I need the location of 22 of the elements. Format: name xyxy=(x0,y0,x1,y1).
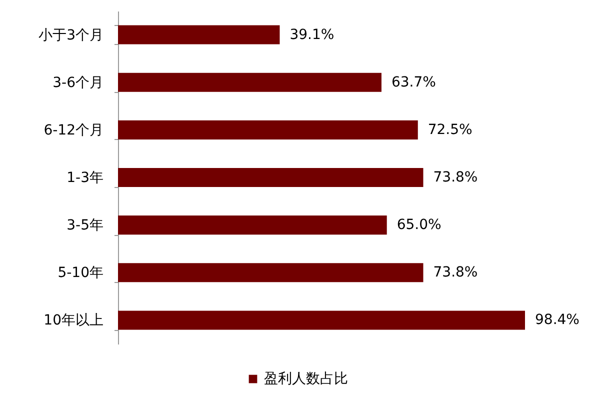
y-tick-label: 6-12个月 xyxy=(44,122,104,138)
bar xyxy=(118,25,280,44)
y-tick-label: 3-5年 xyxy=(66,218,104,234)
data-label: 63.7% xyxy=(391,74,436,90)
data-label: 39.1% xyxy=(290,26,334,43)
y-tick-label: 3-6个月 xyxy=(52,74,104,91)
bar xyxy=(118,263,424,282)
data-label: 98.4% xyxy=(535,312,580,328)
data-label: 73.8% xyxy=(433,170,478,186)
bar xyxy=(118,216,387,235)
y-tick-label: 小于3个月 xyxy=(38,27,104,44)
y-tick-label: 1-3年 xyxy=(66,170,104,186)
legend-label: 盈利人数占比 xyxy=(264,371,348,387)
bar xyxy=(118,120,418,140)
data-label: 72.5% xyxy=(428,122,472,138)
y-tick-label: 10年以上 xyxy=(44,312,104,329)
y-tick-label: 5-10年 xyxy=(58,265,104,282)
data-label: 65.0% xyxy=(396,217,442,234)
bar xyxy=(118,168,424,188)
bar xyxy=(118,72,382,92)
bar xyxy=(118,310,525,330)
data-label: 73.8% xyxy=(433,264,478,281)
